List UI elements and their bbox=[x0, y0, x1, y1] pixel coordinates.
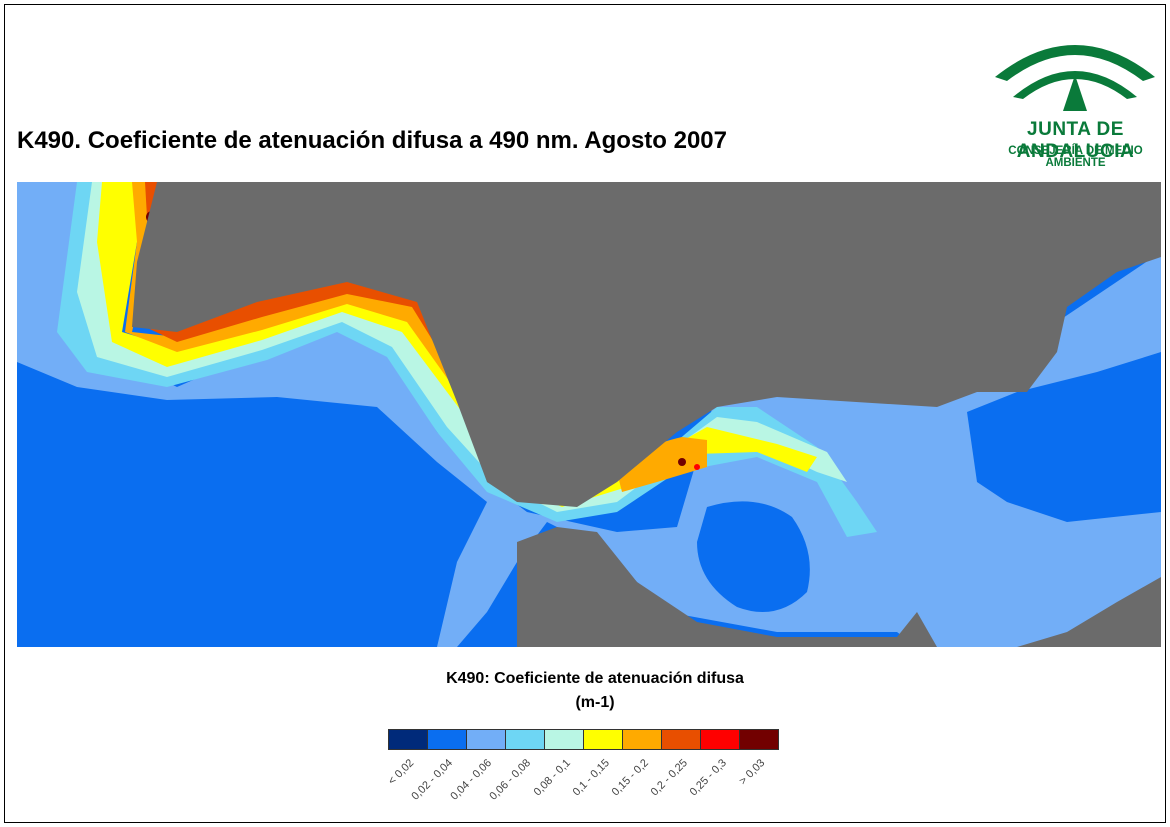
legend-label: 0,08 - 0,1 bbox=[531, 757, 573, 799]
band-0.1-0.15 bbox=[97, 182, 817, 507]
band-0.15-0.2-south bbox=[617, 437, 707, 492]
legend-color-bar bbox=[388, 729, 779, 750]
k490-map bbox=[17, 182, 1161, 647]
legend-labels: < 0,02 0,02 - 0,04 0,04 - 0,06 0,06 - 0,08 0… bbox=[385, 757, 788, 827]
page-frame: K490. Coeficiente de atenuación difusa a… bbox=[4, 4, 1166, 823]
legend-title: K490: Coeficiente de atenuación difusa bbox=[446, 670, 744, 687]
band-gt-0.03-spot bbox=[678, 458, 686, 466]
legend-swatch bbox=[467, 730, 506, 749]
map-title: K490. Coeficiente de atenuación difusa a… bbox=[17, 127, 728, 154]
logo-name: JUNTA DE ANDALUCIA bbox=[1016, 119, 1135, 162]
legend-label: 0,02 - 0,04 bbox=[408, 757, 455, 803]
legend-unit: (m-1) bbox=[575, 694, 615, 711]
legend-label: > 0,03 bbox=[736, 757, 767, 788]
legend-label: 0,25 - 0,3 bbox=[687, 757, 729, 799]
band-0.15-0.2 bbox=[125, 182, 467, 392]
legend-swatch bbox=[506, 730, 545, 749]
junta-andalucia-logo: JUNTA DE ANDALUCIA CONSEJERÍA DE MEDIO A… bbox=[983, 19, 1168, 169]
legend-label: 0,06 - 0,08 bbox=[486, 757, 533, 803]
legend-label: 0,15 - 0,2 bbox=[609, 757, 651, 799]
logo-emblem-icon bbox=[995, 45, 1155, 111]
land-south bbox=[517, 527, 937, 647]
legend-swatch bbox=[623, 730, 662, 749]
legend-label: < 0,02 bbox=[385, 757, 416, 788]
legend-label: 0,04 - 0,06 bbox=[447, 757, 494, 803]
logo-subtitle: CONSEJERÍA DE MEDIO AMBIENTE bbox=[1008, 145, 1143, 169]
legend-swatch bbox=[662, 730, 701, 749]
legend-swatch bbox=[701, 730, 740, 749]
land-south-east bbox=[1017, 577, 1161, 647]
legend-swatch bbox=[740, 730, 778, 749]
band-0.25-0.3-spot bbox=[694, 464, 700, 470]
legend-label: 0,2 - 0,25 bbox=[648, 757, 690, 799]
legend-swatch bbox=[428, 730, 467, 749]
eddy-0.02-0.04 bbox=[697, 501, 810, 612]
legend-label: 0,1 - 0,15 bbox=[570, 757, 612, 799]
legend-swatch bbox=[389, 730, 428, 749]
legend-swatch bbox=[545, 730, 584, 749]
legend-swatch bbox=[584, 730, 623, 749]
east-dark-region bbox=[967, 352, 1161, 522]
land-north bbox=[132, 182, 1161, 507]
